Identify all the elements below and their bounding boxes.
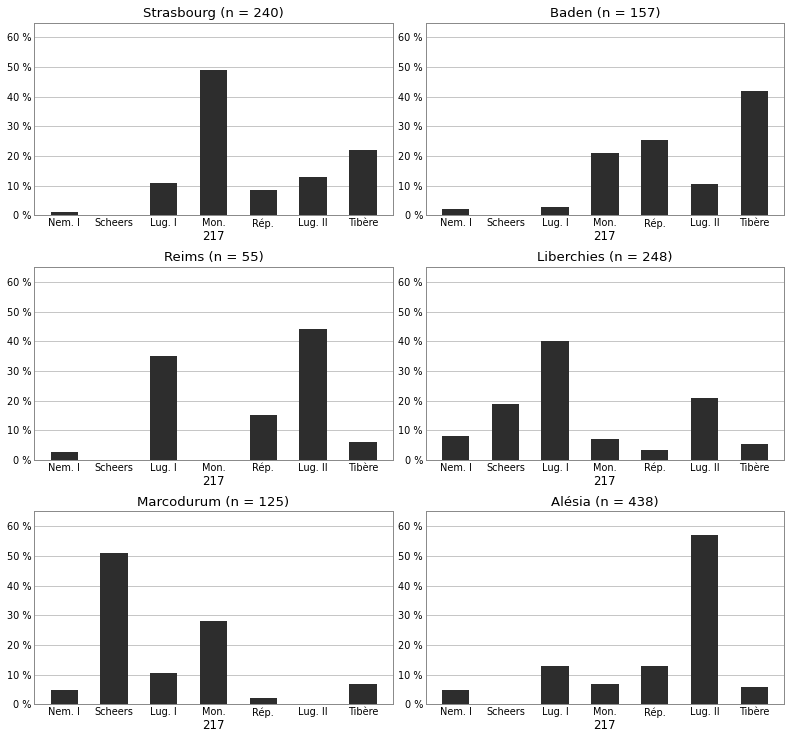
Bar	[51, 212, 78, 216]
Bar	[492, 403, 519, 460]
X-axis label: 217: 217	[202, 719, 225, 732]
Bar	[541, 341, 569, 460]
Title: Liberchies (n = 248): Liberchies (n = 248)	[537, 251, 672, 265]
Bar	[200, 70, 227, 216]
Bar	[541, 666, 569, 704]
X-axis label: 217: 217	[593, 719, 616, 732]
Bar	[51, 452, 78, 460]
Bar	[740, 91, 768, 216]
Bar	[150, 183, 177, 216]
Bar	[591, 153, 619, 216]
Bar	[300, 330, 327, 460]
Title: Alésia (n = 438): Alésia (n = 438)	[551, 496, 659, 509]
Bar	[349, 442, 377, 460]
Title: Reims (n = 55): Reims (n = 55)	[164, 251, 263, 265]
Bar	[442, 209, 469, 216]
Bar	[442, 689, 469, 704]
X-axis label: 217: 217	[593, 474, 616, 488]
Bar	[691, 184, 718, 216]
Bar	[51, 689, 78, 704]
Title: Baden (n = 157): Baden (n = 157)	[550, 7, 660, 20]
Bar	[349, 150, 377, 216]
Bar	[641, 140, 668, 216]
Bar	[541, 206, 569, 216]
X-axis label: 217: 217	[202, 474, 225, 488]
Bar	[591, 439, 619, 460]
X-axis label: 217: 217	[202, 230, 225, 243]
Bar	[150, 673, 177, 704]
X-axis label: 217: 217	[593, 230, 616, 243]
Title: Marcodurum (n = 125): Marcodurum (n = 125)	[138, 496, 290, 509]
Title: Strasbourg (n = 240): Strasbourg (n = 240)	[143, 7, 284, 20]
Bar	[349, 684, 377, 704]
Bar	[591, 684, 619, 704]
Bar	[150, 356, 177, 460]
Bar	[100, 553, 127, 704]
Bar	[300, 177, 327, 216]
Bar	[691, 535, 718, 704]
Bar	[442, 436, 469, 460]
Bar	[250, 415, 277, 460]
Bar	[691, 398, 718, 460]
Bar	[641, 666, 668, 704]
Bar	[250, 698, 277, 704]
Bar	[250, 190, 277, 216]
Bar	[641, 449, 668, 460]
Bar	[740, 443, 768, 460]
Bar	[200, 621, 227, 704]
Bar	[740, 687, 768, 704]
